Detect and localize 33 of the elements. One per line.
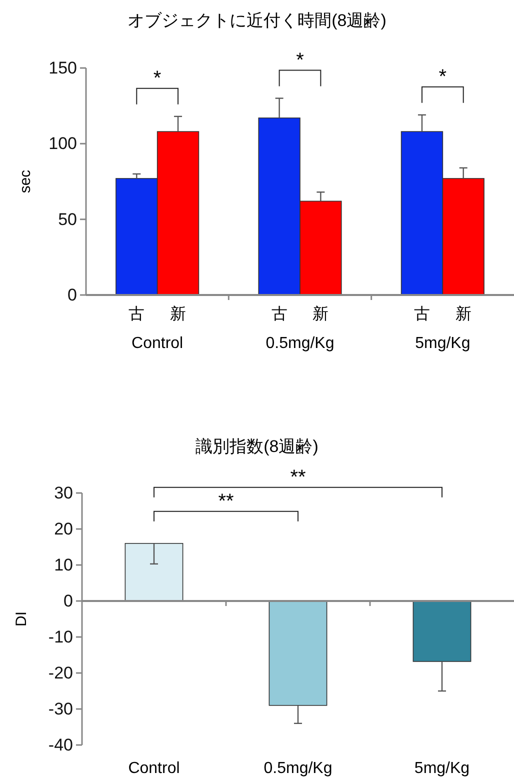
y-tick-label: 20 (54, 519, 73, 538)
text: 新 (312, 306, 329, 323)
y-tick-label: 50 (58, 210, 77, 229)
y-tick-label: 30 (54, 483, 73, 502)
chart-title: 識別指数(8週齢) (196, 437, 318, 456)
y-tick-label: 0 (68, 285, 77, 304)
y-tick-label: -10 (48, 627, 73, 646)
x-tick-label: 0.5mg/Kg (264, 760, 332, 777)
series-label: 古 (128, 305, 145, 323)
annotation: * (153, 67, 162, 90)
x-tick-label: Control (128, 760, 180, 777)
annotation: ** (218, 490, 234, 512)
text: 新 (455, 306, 472, 323)
y-tick-label: -20 (48, 663, 73, 682)
y-tick-label: -40 (48, 735, 73, 754)
x-tick-label: 0.5mg/Kg (266, 335, 334, 352)
annotation: * (438, 66, 447, 88)
chart-title: オブジェクトに近付く時間(8週齢) (128, 11, 386, 30)
x-tick-label: Control (132, 335, 184, 352)
y-axis-title: sec (17, 169, 34, 194)
y-tick-label: 10 (54, 555, 73, 574)
y-tick-label: 150 (48, 58, 77, 78)
y-axis-title: DI (13, 612, 30, 626)
x-tick-label: 5mg/Kg (414, 760, 470, 777)
y-tick-label: 0 (64, 591, 73, 610)
annotation: * (296, 49, 304, 72)
series-label: 新 (170, 305, 186, 323)
y-tick-label: 100 (48, 134, 77, 154)
text: ** (290, 466, 306, 488)
y-tick-label: -30 (48, 699, 73, 718)
text: 古 (271, 306, 288, 323)
text: 古 (414, 306, 430, 323)
x-tick-label: 5mg/Kg (415, 335, 470, 352)
